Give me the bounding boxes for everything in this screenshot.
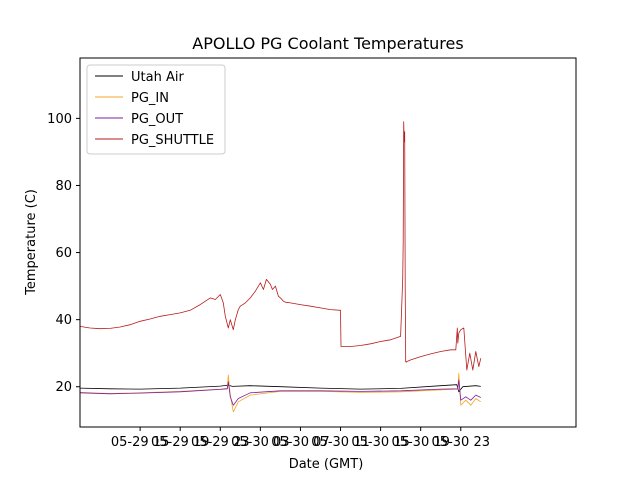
legend-label-utah-air: Utah Air — [131, 70, 184, 85]
x-tick-label: 05-30 19 — [391, 435, 449, 450]
legend-box — [86, 64, 226, 155]
y-tick-label: 20 — [55, 380, 72, 395]
y-tick-label: 60 — [55, 246, 72, 261]
x-tick-label: 05-30 23 — [432, 435, 490, 450]
x-tick-label: 05-30 11 — [311, 435, 369, 450]
legend-label-pg-shuttle: PG_SHUTTLE — [131, 133, 214, 148]
x-axis-label: Date (GMT) — [289, 457, 364, 472]
y-tick-label: 40 — [55, 313, 72, 328]
plot-frame — [79, 57, 577, 428]
x-tick-label: 05-29 15 — [111, 435, 169, 450]
legend: Utah Air PG_IN PG_OUT PG_SHUTTLE — [86, 64, 226, 155]
y-axis-label: Temperature (C) — [24, 189, 39, 296]
y-tick-label: 100 — [47, 112, 72, 127]
x-tick-label: 05-30 03 — [231, 435, 289, 450]
y-tick-label: 80 — [55, 179, 72, 194]
y-axis: 20 40 60 80 100 — [47, 112, 80, 395]
chart-title: APOLLO PG Coolant Temperatures — [192, 34, 463, 53]
legend-label-pg-out: PG_OUT — [131, 112, 183, 127]
x-tick-label: 05-30 15 — [351, 435, 409, 450]
series-line-pg-shuttle — [79, 121, 482, 371]
series-line-pg-out — [79, 379, 481, 406]
x-tick-label: 05-29 23 — [191, 435, 249, 450]
x-tick-label: 05-30 07 — [271, 435, 329, 450]
plot-series-group — [79, 121, 482, 413]
legend-label-pg-in: PG_IN — [131, 91, 169, 106]
series-line-utah-air — [79, 384, 481, 393]
x-tick-label: 05-29 19 — [151, 435, 209, 450]
